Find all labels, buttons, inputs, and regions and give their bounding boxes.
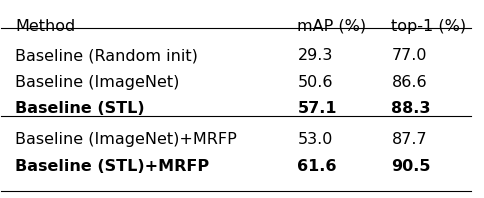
Text: 61.6: 61.6 [297, 159, 337, 173]
Text: Baseline (STL)+MRFP: Baseline (STL)+MRFP [15, 159, 210, 173]
Text: 57.1: 57.1 [297, 101, 337, 116]
Text: 86.6: 86.6 [392, 75, 427, 90]
Text: 77.0: 77.0 [392, 48, 427, 63]
Text: 53.0: 53.0 [297, 132, 333, 147]
Text: 88.3: 88.3 [392, 101, 431, 116]
Text: top-1 (%): top-1 (%) [392, 19, 467, 34]
Text: 29.3: 29.3 [297, 48, 333, 63]
Text: 50.6: 50.6 [297, 75, 333, 90]
Text: 87.7: 87.7 [392, 132, 427, 147]
Text: Baseline (ImageNet): Baseline (ImageNet) [15, 75, 180, 90]
Text: Baseline (Random init): Baseline (Random init) [15, 48, 198, 63]
Text: Method: Method [15, 19, 76, 34]
Text: Baseline (ImageNet)+MRFP: Baseline (ImageNet)+MRFP [15, 132, 237, 147]
Text: 90.5: 90.5 [392, 159, 431, 173]
Text: Baseline (STL): Baseline (STL) [15, 101, 145, 116]
Text: mAP (%): mAP (%) [297, 19, 366, 34]
